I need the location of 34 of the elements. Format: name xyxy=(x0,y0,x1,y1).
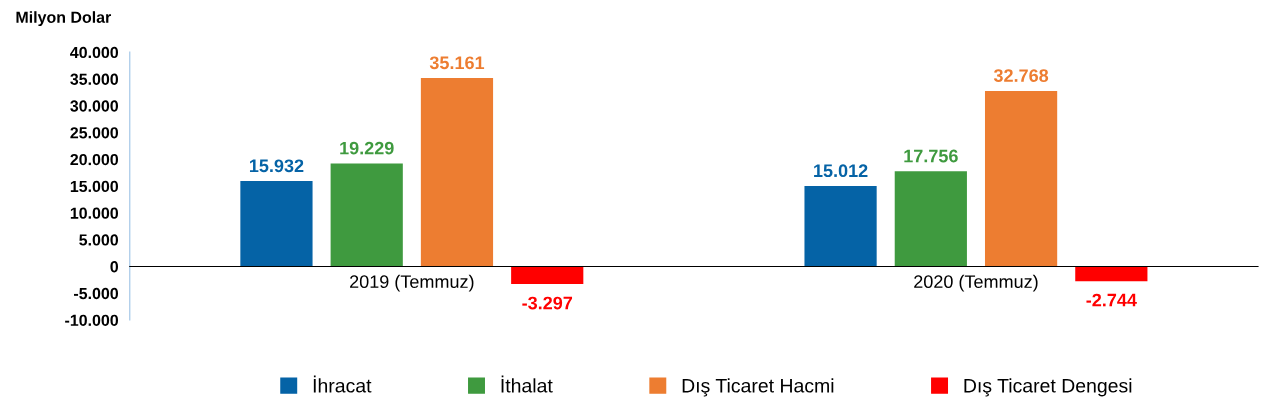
data-label: -2.744 xyxy=(1086,293,1137,307)
data-label: 17.756 xyxy=(904,149,958,163)
legend-label: İthalat xyxy=(501,375,553,393)
y-tick-label: 35.000 xyxy=(70,73,119,85)
bar xyxy=(511,266,584,285)
legend-label: Dış Ticaret Hacmi xyxy=(682,378,834,397)
y-tick-label: 30.000 xyxy=(70,100,119,112)
y-tick-label: 15.000 xyxy=(70,180,119,193)
y-tick-label: 10.000 xyxy=(70,207,119,219)
bar xyxy=(420,78,494,267)
y-tick-label: -5.000 xyxy=(74,287,119,300)
bar xyxy=(1075,266,1148,282)
bar xyxy=(984,90,1058,267)
data-label: 19.229 xyxy=(340,141,394,155)
data-label: 15.932 xyxy=(249,159,304,173)
data-label: 32.768 xyxy=(993,69,1049,83)
y-tick-label: 25.000 xyxy=(70,127,119,139)
data-label: 15.012 xyxy=(814,164,868,178)
data-label: 35.161 xyxy=(429,56,485,70)
legend-label: Dış Ticaret Dengesi xyxy=(964,378,1132,397)
x-tick-label: 2019 (Temmuz) xyxy=(350,274,474,292)
bar xyxy=(330,163,403,267)
y-axis-title: Milyon Dolar xyxy=(16,11,112,27)
y-tick-label: 20.000 xyxy=(70,153,119,166)
y-tick-label: 0 xyxy=(110,261,119,273)
data-label: -3.297 xyxy=(522,296,573,310)
bar xyxy=(804,186,877,267)
y-tick-label: -10.000 xyxy=(65,314,119,326)
y-tick-label: 40.000 xyxy=(70,46,119,59)
bar xyxy=(240,181,313,267)
y-tick-label: 5.000 xyxy=(79,234,119,246)
legend-label: İhracat xyxy=(313,375,372,393)
x-tick-label: 2020 (Temmuz) xyxy=(914,274,1038,292)
bar xyxy=(894,171,967,267)
